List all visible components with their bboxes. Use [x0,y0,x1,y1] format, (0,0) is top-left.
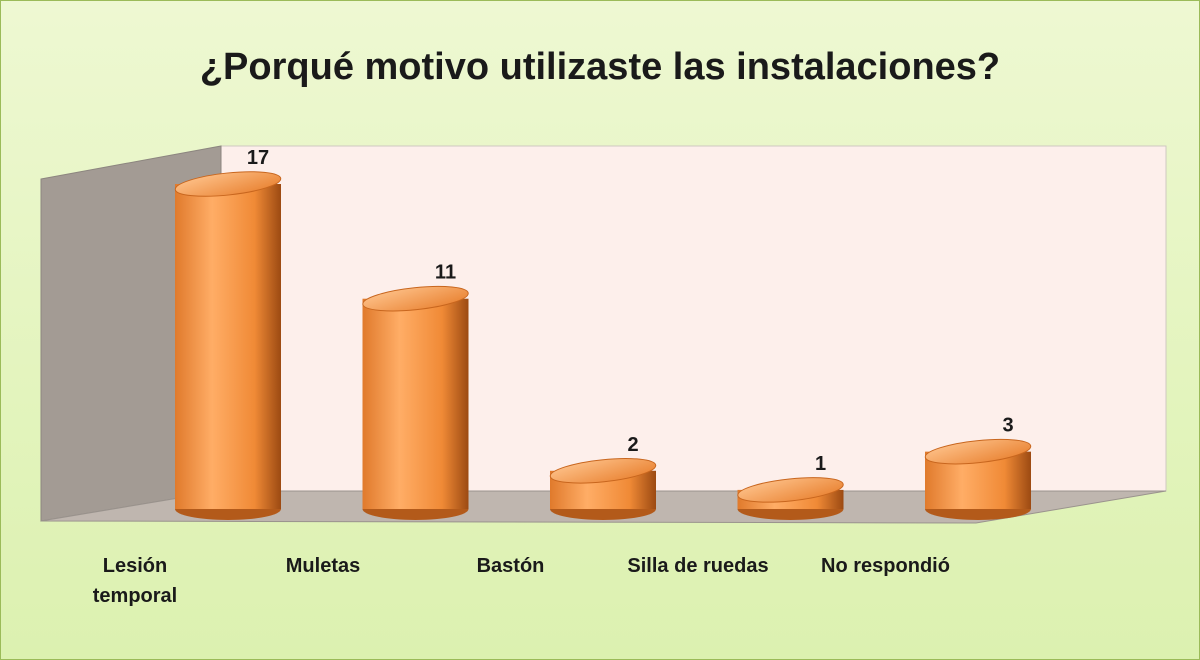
value-label: 1 [815,453,826,475]
x-tick-label: Bastón [476,555,545,577]
value-label: 17 [247,147,269,169]
cylinder-top [737,477,844,503]
x-tick-label: Muletas [285,555,361,577]
chart-title: ¿Porqué motivo utilizaste las instalacio… [200,46,1000,88]
x-tick-label: No respondió [821,555,950,577]
bar [362,298,469,509]
x-tick-label: Lesión temporal [92,555,178,607]
bar [175,184,281,509]
cylinder-top [924,438,1032,465]
value-label: 2 [627,434,638,456]
x-tick-label: Silla de ruedas [627,555,769,577]
cylinder-top [362,285,469,312]
cylinder-top [549,458,657,484]
cylinder-top [174,171,282,197]
value-label: 3 [1002,415,1013,437]
value-label: 11 [435,262,456,284]
